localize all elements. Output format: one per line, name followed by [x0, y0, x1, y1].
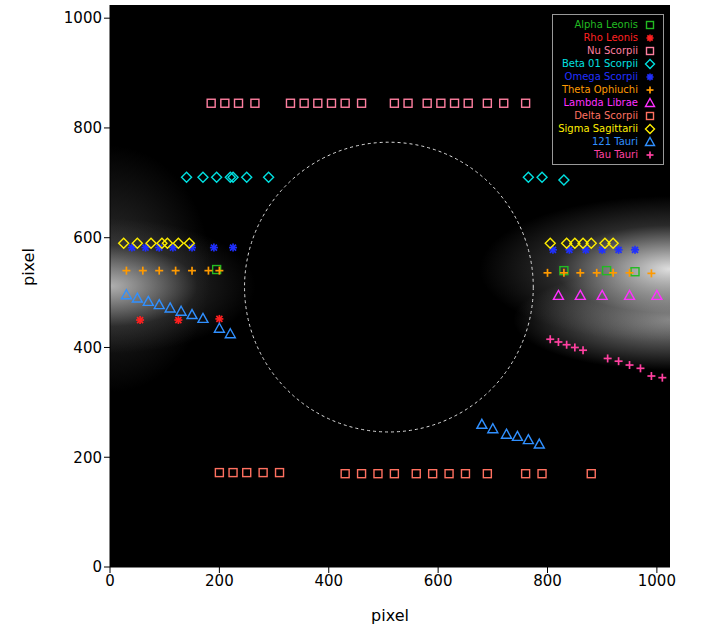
- html-text:Alpha Leonis: Alpha Leonis: [574, 19, 638, 30]
- html-text:Omega Scorpii: Omega Scorpii: [564, 71, 638, 82]
- svg-text:600: 600: [424, 572, 453, 590]
- svg-text:1000: 1000: [638, 572, 676, 590]
- html-text:121 Tauri: 121 Tauri: [591, 136, 638, 147]
- svg-text:400: 400: [314, 572, 343, 590]
- html-text:Beta 01 Scorpii: Beta 01 Scorpii: [561, 58, 638, 69]
- html-text:Lambda Librae: Lambda Librae: [563, 97, 638, 108]
- svg-text:200: 200: [205, 572, 234, 590]
- svg-text:pixel: pixel: [371, 606, 409, 625]
- svg-text:400: 400: [73, 339, 102, 357]
- svg-text:600: 600: [73, 229, 102, 247]
- html-text:Sigma Sagittarii: Sigma Sagittarii: [558, 123, 638, 134]
- svg-text:0: 0: [92, 558, 102, 576]
- svg-text:0: 0: [105, 572, 115, 590]
- html-text:Tau Tauri: Tau Tauri: [594, 149, 638, 160]
- svg-text:200: 200: [73, 449, 102, 467]
- svg-text:800: 800: [73, 119, 102, 137]
- html-text:Delta Scorpii: Delta Scorpii: [574, 110, 638, 121]
- svg-text:pixel: pixel: [19, 248, 38, 286]
- html-text:Nu Scorpii: Nu Scorpii: [587, 45, 638, 56]
- svg-text:800: 800: [533, 572, 562, 590]
- html-text:Rho Leonis: Rho Leonis: [583, 32, 638, 43]
- html-text:Theta Ophiuchi: Theta Ophiuchi: [561, 84, 638, 95]
- svg-text:1000: 1000: [64, 9, 102, 27]
